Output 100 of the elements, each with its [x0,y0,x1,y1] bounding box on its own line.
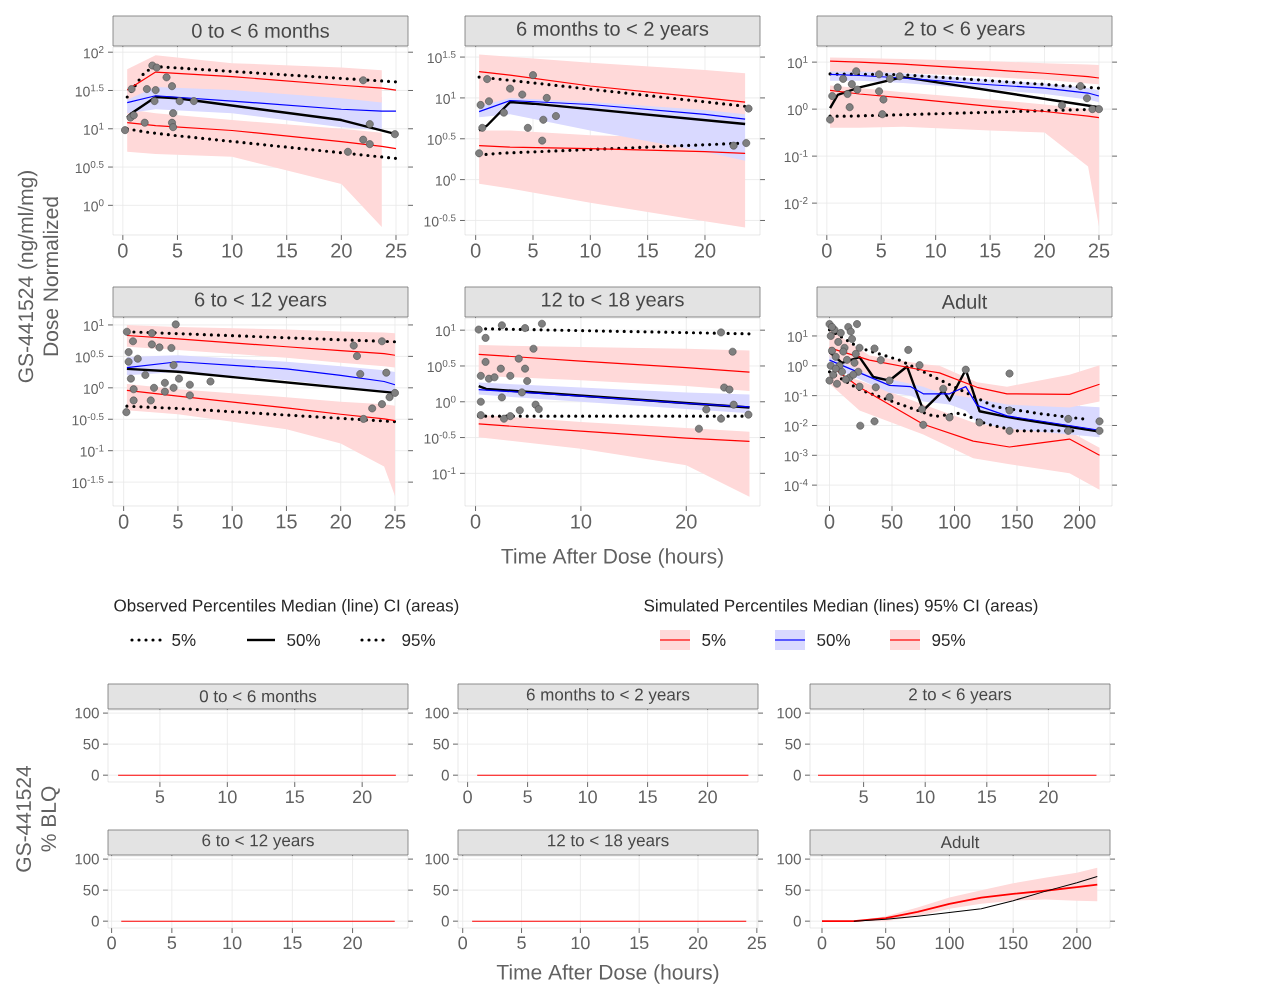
x-tick-label: 20 [1034,243,1055,258]
x-tick-label: 15 [980,243,1001,258]
y-tick-label: 10$^{0.5}$ [427,359,456,373]
y-tick-label: 10$^{-0.5}$ [424,431,456,444]
chart-title: 12 to < 18 years [548,834,669,850]
x-axis-title: Time After Dose (hours) [496,964,719,984]
legend-title: Simulated Percentiles Median (lines) 95% CI (areas) [644,599,1038,615]
x-tick-label: 10 [916,790,935,804]
y-tick-label: 0 [91,915,99,927]
x-tick-label: 15 [630,936,649,950]
y-tick-label: 10$^{-1}$ [80,444,104,457]
y-tick-label: 10$^{-0.5}$ [72,413,104,426]
x-tick-label: 10 [222,514,243,529]
x-tick-label: 5 [528,243,538,258]
y-axis-title: GS-441524 % BLQ [16,765,60,872]
y-tick-label: 10$^{1.5}$ [75,84,104,97]
x-tick-label: 25 [384,514,406,529]
x-tick-label: 5 [173,514,183,529]
chart-title: 6 months to < 2 years [526,688,690,704]
y-axis-title: GS-441524 (ng/ml/mg) Dose Normalized [17,171,59,383]
x-tick-label: 15 [276,514,297,529]
y-tick-label: 50 [83,738,99,750]
y-tick-label: 10$^{2}$ [84,46,104,59]
x-tick-label: 10 [926,243,946,258]
y-tick-label: 10$^{-2}$ [784,419,808,432]
x-tick-label: 0 [118,514,129,529]
x-tick-label: 5 [155,790,165,804]
x-tick-label: 20 [331,243,352,258]
x-tick-label: 20 [353,790,372,804]
y-tick-label: 50 [433,738,449,750]
y-tick-label: 10$^{1}$ [84,122,104,135]
legend-label: 50% [287,633,320,647]
y-tick-label: 10$^{1}$ [436,91,456,104]
x-tick-label: 20 [343,936,362,950]
x-axis-title: Time After Dose (hours) [501,548,723,568]
y-tick-label: 0 [793,915,801,927]
x-tick-label: 20 [330,514,352,529]
x-tick-label: 15 [638,790,657,804]
y-tick-label: 10$^{0}$ [84,381,104,394]
legend-label: 95% [402,633,435,647]
y-tick-label: 10$^{0.5}$ [75,160,104,174]
x-tick-label: 25 [385,243,407,258]
y-tick-label: 10$^{0.5}$ [75,350,104,363]
chart-title: Adult [941,294,988,309]
x-tick-label: 0 [470,514,481,529]
y-tick-label: 10$^{-1.5}$ [72,476,104,489]
y-tick-label: 100 [777,707,801,719]
y-tick-label: 10$^{1}$ [436,324,456,337]
y-tick-label: 10$^{0}$ [436,173,456,186]
x-tick-label: 0 [118,243,128,258]
x-tick-label: 20 [676,514,697,529]
x-tick-label: 5 [523,790,532,804]
x-tick-label: 10 [222,243,243,258]
x-tick-label: 0 [463,790,472,804]
legend-label: 5% [172,634,196,646]
chart-title: Adult [940,835,980,849]
y-tick-label: 0 [441,769,449,781]
chart-title: 12 to < 18 years [542,292,684,311]
y-tick-label: 100 [425,707,449,719]
x-tick-label: 5 [167,936,177,950]
chart-title: 2 to < 6 years [904,21,1025,40]
y-tick-label: 10$^{0}$ [84,199,104,212]
x-tick-label: 5 [859,790,868,804]
chart-title: 2 to < 6 years [909,688,1012,704]
y-tick-label: 100 [75,853,99,865]
x-tick-label: 200 [1063,514,1096,529]
x-tick-label: 10 [223,936,242,950]
legend-label: 50% [817,633,850,647]
x-tick-label: 10 [578,790,597,804]
x-tick-label: 50 [876,936,896,950]
y-tick-label: 50 [785,738,801,750]
y-tick-label: 50 [433,884,449,896]
y-tick-label: 100 [75,707,99,719]
y-tick-label: 0 [91,769,99,781]
x-tick-label: 0 [470,243,481,258]
x-tick-label: 20 [688,936,708,950]
chart-title: 6 to < 12 years [202,834,314,850]
legend-label: 5% [702,634,726,646]
x-tick-label: 15 [286,790,304,804]
x-tick-label: 5 [172,243,183,258]
x-tick-label: 5 [517,936,526,950]
legend-title: Observed Percentiles Median (line) CI (areas) [114,599,459,615]
y-tick-label: 10$^{1}$ [84,318,104,331]
x-tick-label: 5 [876,243,886,258]
y-tick-label: 10$^{-1}$ [784,150,808,163]
y-tick-label: 10$^{-1}$ [432,467,456,480]
y-tick-label: 10$^{-0.5}$ [424,214,456,227]
chart-title: 0 to < 6 months [192,23,329,38]
x-tick-label: 100 [935,936,964,950]
y-tick-label: 100 [777,853,801,865]
x-tick-label: 50 [881,514,903,529]
y-tick-label: 10$^{1}$ [788,329,808,343]
x-tick-label: 150 [1001,514,1033,529]
x-tick-label: 15 [277,243,298,258]
y-tick-label: 50 [83,884,99,896]
x-tick-label: 10 [571,936,590,950]
y-tick-label: 10$^{-2}$ [784,197,808,210]
x-tick-label: 10 [580,243,601,258]
x-tick-label: 0 [824,514,835,529]
y-tick-label: 10$^{-3}$ [784,449,808,462]
